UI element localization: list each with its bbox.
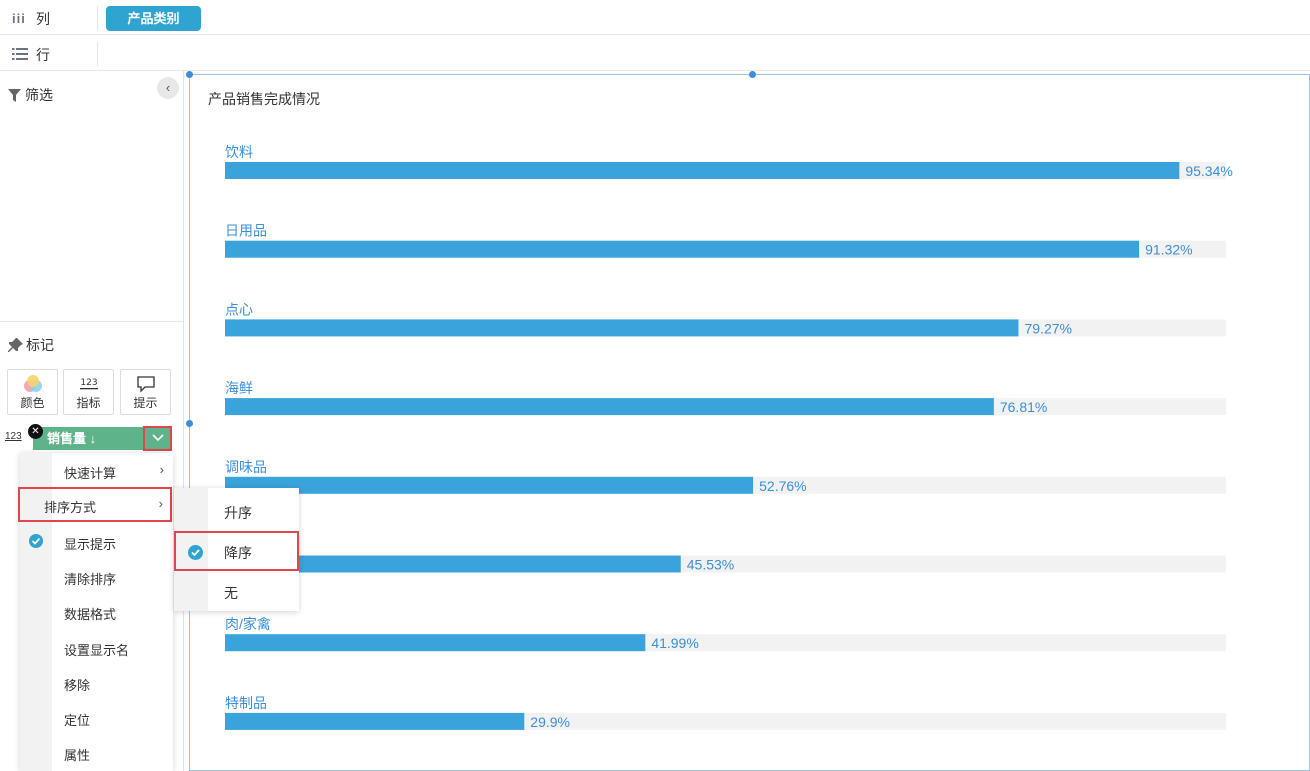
- bar[interactable]: [225, 634, 646, 652]
- measure-dropdown-button[interactable]: [143, 426, 172, 451]
- column-shelf: iii 列 产品类别: [0, 0, 1310, 35]
- chevron-down-icon: [151, 434, 164, 442]
- menu-item-set-display-name[interactable]: 设置显示名: [20, 630, 173, 665]
- filter-funnel-icon: [8, 88, 21, 102]
- mark-label: 标记: [26, 337, 54, 353]
- submenu-item-label: 降序: [224, 545, 252, 561]
- shelf-divider: [97, 6, 98, 30]
- column-label-text: 列: [36, 11, 50, 27]
- value-label: 76.81%: [1000, 399, 1047, 415]
- resize-handle-top[interactable]: [749, 71, 756, 78]
- category-label: 肉/家禽: [225, 616, 271, 632]
- bar-chart-svg: 饮料 95.34% 日用品 91.32% 点心 79.27% 海鲜 76.81% 调味品 52.7…: [225, 144, 1233, 730]
- rows-icon: [12, 47, 30, 63]
- value-label: 52.76%: [759, 478, 806, 494]
- chart-container[interactable]: 产品销售完成情况 饮料 95.34% 日用品 91.32% 点心 79.27% 海鲜 76.8…: [189, 74, 1310, 771]
- menu-item-sort-by[interactable]: 排序方式 ›: [18, 487, 172, 523]
- bar[interactable]: [225, 712, 525, 730]
- check-circle-icon: [29, 533, 43, 548]
- submenu-item-label: 升序: [224, 505, 252, 521]
- menu-item-locate[interactable]: 定位: [20, 700, 173, 735]
- menu-item-quick-calc[interactable]: 快速计算 ›: [20, 453, 173, 488]
- color-circles-icon: [8, 374, 57, 394]
- submenu-item-label: 无: [224, 585, 238, 601]
- check-circle-icon: [188, 545, 203, 560]
- category-label: 点心: [225, 301, 253, 317]
- menu-gutter: [20, 453, 52, 771]
- row-shelf: 行: [0, 36, 1310, 71]
- row-shelf-label: 行: [12, 45, 50, 65]
- menu-item-label: 数据格式: [64, 607, 117, 623]
- menu-item-properties[interactable]: 属性: [20, 735, 173, 770]
- mark-header: 标记: [8, 335, 54, 355]
- menu-item-label: 显示提示: [64, 536, 117, 552]
- mark-tooltip-label: 提示: [133, 396, 158, 410]
- bar[interactable]: [225, 319, 1019, 337]
- submenu-item-ascending[interactable]: 升序: [174, 491, 299, 531]
- measure-type-icon: 123: [5, 431, 22, 442]
- measure-name: 销售量: [47, 431, 87, 446]
- bar[interactable]: [225, 476, 754, 494]
- bar[interactable]: [225, 240, 1140, 258]
- submenu-item-descending[interactable]: 降序: [174, 531, 299, 571]
- menu-item-label: 快速计算: [64, 466, 117, 481]
- menu-item-show-tooltip[interactable]: 显示提示: [20, 524, 173, 559]
- chart-title: 产品销售完成情况: [208, 91, 320, 107]
- measure-context-menu: [20, 453, 173, 771]
- menu-item-label: 定位: [64, 713, 91, 729]
- menu-item-clear-sort[interactable]: 清除排序: [20, 559, 173, 594]
- column-shelf-label: iii 列: [12, 9, 50, 29]
- bar[interactable]: [225, 398, 994, 416]
- category-label: 日用品: [225, 223, 267, 239]
- value-label: 79.27%: [1024, 320, 1071, 336]
- measure-pill[interactable]: 销售量 ↓: [33, 427, 172, 450]
- bar[interactable]: [225, 162, 1180, 179]
- submenu-item-none[interactable]: 无: [174, 571, 299, 611]
- number-123-icon: 123: [64, 374, 113, 394]
- value-label: 95.34%: [1185, 163, 1232, 179]
- resize-handle-left[interactable]: [186, 420, 193, 427]
- mark-color-label: 颜色: [20, 396, 45, 410]
- mark-metric-button[interactable]: 123 指标: [63, 369, 114, 415]
- category-label: 调味品: [225, 459, 267, 475]
- measure-row: 123 销售量 ↓ ✕: [0, 424, 184, 452]
- column-field-pill[interactable]: 产品类别: [106, 6, 201, 31]
- panel-divider: [0, 321, 184, 322]
- bar[interactable]: [225, 555, 681, 573]
- menu-item-data-format[interactable]: 数据格式: [20, 594, 173, 629]
- row-label-text: 行: [36, 47, 50, 63]
- menu-item-label: 设置显示名: [64, 642, 130, 658]
- chevron-right-icon: ›: [159, 462, 164, 477]
- value-label: 45.53%: [687, 557, 734, 573]
- menu-item-label: 属性: [64, 748, 91, 764]
- filter-header: 筛选: [8, 85, 53, 105]
- remove-measure-icon[interactable]: ✕: [28, 424, 43, 439]
- chevron-right-icon: ›: [158, 496, 163, 512]
- category-label: 特制品: [225, 695, 267, 711]
- value-label: 29.9%: [530, 714, 570, 730]
- resize-handle-top-left[interactable]: [186, 71, 193, 78]
- value-label: 91.32%: [1145, 242, 1192, 258]
- category-label: 海鲜: [225, 380, 253, 396]
- collapse-panel-button[interactable]: ‹: [157, 77, 179, 99]
- value-label: 41.99%: [651, 635, 698, 651]
- menu-item-remove[interactable]: 移除: [20, 665, 173, 700]
- shelf-divider: [97, 42, 98, 66]
- menu-item-label: 排序方式: [44, 500, 97, 516]
- mark-tooltip-button[interactable]: 提示: [120, 369, 171, 415]
- sort-desc-arrow-icon: ↓: [89, 431, 97, 446]
- tooltip-bubble-icon: [121, 374, 170, 394]
- filter-label: 筛选: [25, 87, 53, 103]
- svg-text:123: 123: [80, 378, 97, 388]
- menu-item-label: 清除排序: [64, 571, 117, 587]
- columns-icon: iii: [12, 11, 26, 26]
- mark-color-button[interactable]: 颜色: [7, 369, 58, 415]
- mark-metric-label: 指标: [76, 396, 101, 410]
- pin-icon: [8, 337, 23, 352]
- category-label: 饮料: [225, 144, 253, 160]
- menu-item-label: 移除: [64, 677, 91, 693]
